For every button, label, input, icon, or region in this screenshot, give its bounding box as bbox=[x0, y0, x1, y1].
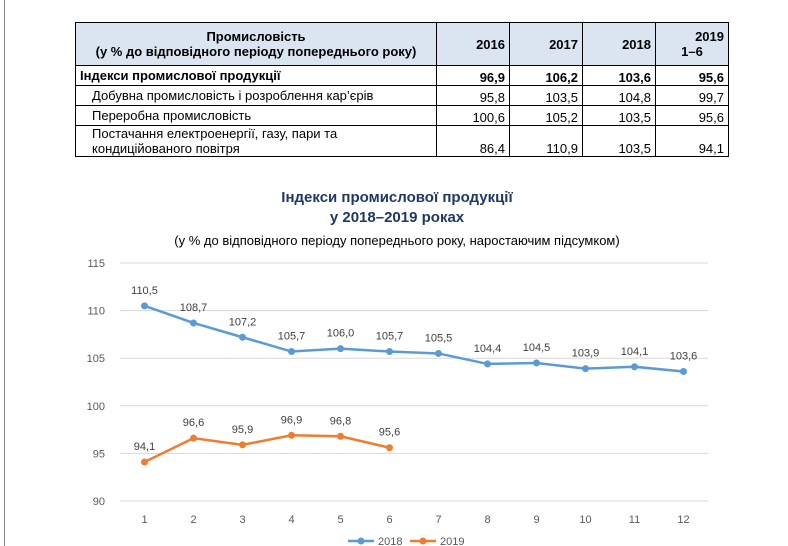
series-line bbox=[144, 304, 684, 373]
data-label: 110,5 bbox=[131, 285, 158, 297]
data-label: 107,2 bbox=[229, 316, 257, 328]
x-tick-label: 12 bbox=[677, 514, 689, 526]
x-tick-label: 10 bbox=[579, 514, 591, 526]
data-point bbox=[239, 441, 246, 449]
x-tick-label: 8 bbox=[484, 514, 490, 526]
cell-value: 110,9 bbox=[509, 125, 583, 157]
year-header: 2018 bbox=[582, 22, 656, 66]
year-header: 2019 1–6 bbox=[655, 22, 729, 66]
data-label: 105,7 bbox=[278, 331, 306, 343]
header-subtitle: (у % до відповідного періоду попередньог… bbox=[95, 44, 417, 59]
chart-title: у 2018–2019 роках bbox=[330, 209, 465, 226]
legend-label: 2018 bbox=[378, 536, 402, 546]
cell-value: 94,1 bbox=[655, 125, 729, 157]
x-tick-label: 9 bbox=[533, 514, 539, 526]
data-point bbox=[631, 363, 638, 371]
x-tick-label: 5 bbox=[337, 514, 343, 526]
y-tick-label: 95 bbox=[93, 448, 105, 460]
data-label: 103,9 bbox=[572, 348, 600, 360]
data-point bbox=[435, 349, 442, 357]
cell-value: 95,8 bbox=[436, 85, 510, 106]
y-tick-label: 110 bbox=[87, 306, 105, 318]
x-tick-label: 3 bbox=[239, 514, 245, 526]
legend-marker bbox=[419, 537, 427, 545]
chart-subtitle: (у % до відповідного періоду попередньог… bbox=[174, 233, 619, 248]
data-label: 104,1 bbox=[621, 346, 649, 358]
data-label: 105,7 bbox=[376, 331, 404, 343]
y-tick-label: 100 bbox=[87, 401, 105, 413]
x-tick-label: 4 bbox=[288, 514, 294, 526]
data-label: 105,5 bbox=[425, 332, 453, 344]
data-point bbox=[141, 458, 148, 466]
data-point bbox=[533, 359, 540, 367]
data-label: 103,6 bbox=[670, 351, 698, 363]
data-point bbox=[680, 368, 687, 376]
cell-value: 86,4 bbox=[436, 125, 510, 157]
y-tick-label: 105 bbox=[87, 353, 105, 365]
data-point bbox=[337, 345, 344, 353]
data-label: 108,7 bbox=[180, 302, 208, 314]
chart-title: Індекси промислової продукції bbox=[281, 189, 513, 206]
series-line bbox=[143, 434, 390, 464]
data-point bbox=[337, 432, 344, 440]
x-tick-label: 7 bbox=[435, 514, 441, 526]
data-point bbox=[288, 348, 295, 356]
data-point bbox=[386, 444, 393, 452]
data-point bbox=[239, 333, 246, 341]
cell-value: 99,7 bbox=[655, 85, 729, 106]
data-label: 104,5 bbox=[523, 342, 551, 354]
cell-value: 103,5 bbox=[582, 105, 656, 126]
data-point bbox=[190, 319, 197, 327]
legend-label: 2019 bbox=[440, 536, 464, 546]
cell-value: 105,2 bbox=[509, 105, 583, 126]
data-label: 94,1 bbox=[134, 441, 155, 453]
x-tick-label: 6 bbox=[386, 514, 392, 526]
table-row: Добувна промисловість і розроблення кар’… bbox=[75, 85, 729, 106]
data-point bbox=[288, 431, 295, 439]
data-label: 106,0 bbox=[327, 328, 355, 340]
table-body: Індекси промислової продукції 96,9 106,2 10… bbox=[75, 65, 729, 157]
data-point bbox=[582, 365, 589, 373]
data-point bbox=[386, 348, 393, 356]
data-label: 95,9 bbox=[232, 424, 253, 436]
data-point bbox=[141, 302, 148, 310]
period-label: 1–6 bbox=[681, 44, 703, 59]
data-label: 104,4 bbox=[474, 343, 502, 355]
year-header: 2016 bbox=[436, 22, 510, 66]
y-tick-label: 90 bbox=[93, 496, 105, 508]
x-tick-label: 1 bbox=[141, 514, 147, 526]
table-row: Постачання електроенергії, газу, пари та… bbox=[75, 125, 729, 157]
industry-table: Промисловість (у % до відповідного період… bbox=[75, 22, 729, 157]
header-cell: Промисловість (у % до відповідного період… bbox=[75, 22, 437, 66]
year-label: 2019 bbox=[695, 29, 724, 44]
data-label: 96,9 bbox=[281, 414, 302, 426]
row-label: Добувна промисловість і розроблення кар’… bbox=[75, 85, 437, 106]
cell-value: 95,6 bbox=[655, 105, 729, 126]
data-point bbox=[484, 360, 491, 368]
year-header: 2017 bbox=[509, 22, 583, 66]
y-tick-label: 115 bbox=[87, 258, 105, 270]
header-title: Промисловість bbox=[206, 29, 306, 44]
x-tick-label: 11 bbox=[629, 514, 640, 526]
legend-marker bbox=[357, 537, 365, 545]
data-label: 96,6 bbox=[183, 417, 204, 429]
cell-value: 103,5 bbox=[582, 125, 656, 157]
page-border bbox=[4, 0, 5, 546]
data-label: 96,8 bbox=[330, 415, 351, 427]
data-label: 95,6 bbox=[379, 427, 400, 439]
x-tick-label: 2 bbox=[190, 514, 196, 526]
data-point bbox=[190, 434, 197, 442]
cell-value: 100,6 bbox=[436, 105, 510, 126]
header-row: Промисловість (у % до відповідного період… bbox=[75, 22, 729, 66]
